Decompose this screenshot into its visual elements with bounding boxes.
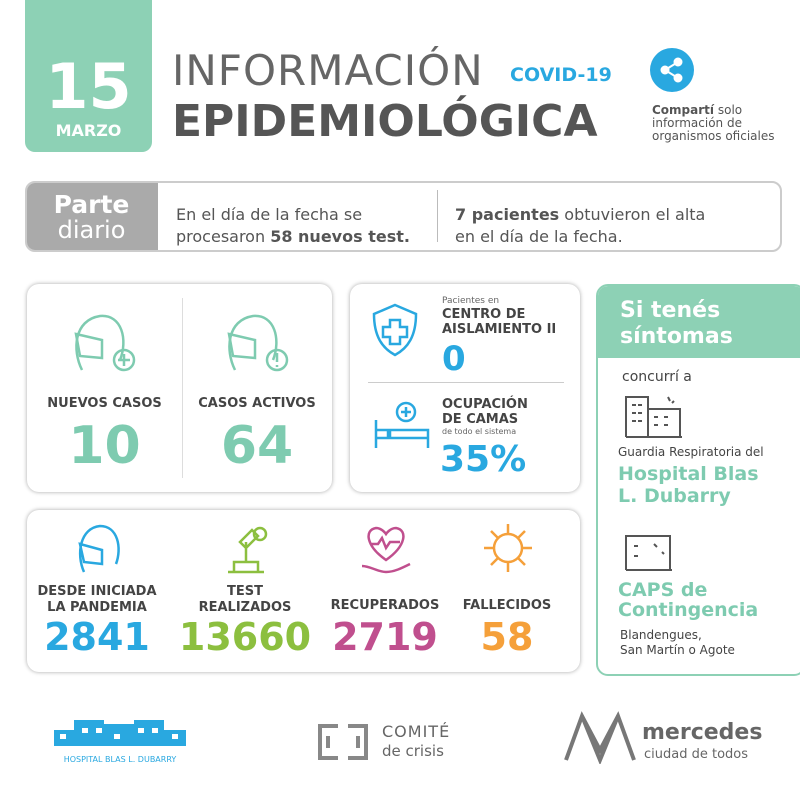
symptoms-panel [596,284,800,676]
beds-value: 35% [440,439,527,480]
beds-small: de todo el sistema [442,427,517,436]
case-label: NUEVOS CASOS [47,396,162,411]
shield-icon [372,303,418,357]
total-label: RECUPERADOS [330,598,440,613]
mask-icon [227,314,289,372]
hospital-box [350,284,580,492]
place-name: L. Dubarry [618,485,731,507]
total-value: 2719 [332,615,438,659]
share-rest: solo [717,103,743,117]
total-label: REALIZADOS [198,600,292,615]
icon [78,524,120,573]
text: obtuvieron el alta [564,205,706,224]
hospital-name: HOSPITAL BLAS L. DUBARRY [63,755,177,764]
separator [368,382,564,383]
total-label: DESDE INICIADA [37,584,157,599]
title-light: INFORMACIÓN [172,46,484,95]
iso-small: Pacientes en [442,296,500,306]
total-label: FALLECIDOS [462,598,552,613]
share-text: Compartí solo información de organismos of… [652,104,774,143]
icon [228,526,268,574]
place-name: Contingencia [618,599,759,621]
comite: de crisis [382,742,444,760]
beds-label: OCUPACIÓN [442,397,528,412]
place-caption: Guardia Respiratoria del [618,445,764,459]
symptoms-intro: concurrí a [622,369,692,385]
total-value: 2841 [44,615,150,659]
total-value: 13660 [178,615,312,659]
place-caption: San Martín o Agote [620,643,735,657]
text: 58 nuevos test. [270,227,410,246]
parte-light: diario [57,216,126,244]
text: En el día de la fecha se [176,205,363,224]
share-line: organismos oficiales [652,129,775,143]
symptoms-title: Si tenés [620,298,721,323]
iso-label: CENTRO DE [442,307,526,322]
city: mercedes [642,720,763,745]
title-tag: COVID-19 [510,64,612,86]
text: 7 pacientes [455,205,560,224]
bed-icon [374,401,430,448]
parte-bold: Parte [53,190,130,219]
comite: COMITÉ [382,722,451,741]
building-icon [625,535,672,571]
divider [182,298,183,478]
hospital-logo [54,720,186,746]
icon [361,526,411,574]
text: procesaron [176,227,266,246]
symptoms-title: síntomas [620,324,733,349]
place-caption: Blandengues, [620,628,702,642]
day: 15 [45,50,132,123]
place-name: CAPS de [618,579,708,601]
iso-value: 0 [442,339,466,379]
iso-label: AISLAMIENTO II [442,322,557,337]
share-line: información de [652,116,742,130]
total-label: TEST [227,584,263,599]
date-box [25,0,152,152]
mask-icon [74,314,136,372]
place-name: Hospital Blas [618,463,759,485]
city-tag: ciudad de todos [644,747,749,762]
parte-left: En el día de la fecha se procesaron 58 nu… [176,204,410,248]
symptoms-header [598,286,800,358]
total-value: 58 [480,615,534,659]
beds-label: DE CAMAS [442,412,519,427]
building-icon [625,396,682,438]
cases-box [27,284,332,492]
case-value: 10 [68,416,141,476]
comite-logo [318,724,368,760]
title-bold: EPIDEMIOLÓGICA [172,96,598,147]
parte-right: 7 pacientes obtuvieron el alta en el día … [455,204,705,248]
totals-box [27,510,580,672]
share-icon [650,48,694,92]
icon [484,524,532,572]
divider [437,190,438,242]
parte-box [25,181,782,252]
total-label: LA PANDEMIA [47,600,147,615]
month: MARZO [55,121,122,140]
parte-label-bg [27,183,158,250]
mercedes-logo [564,711,636,764]
case-label: CASOS ACTIVOS [198,396,316,411]
case-value: 64 [220,416,294,476]
share-bold: Compartí [652,103,715,117]
text: en el día de la fecha. [455,227,623,246]
